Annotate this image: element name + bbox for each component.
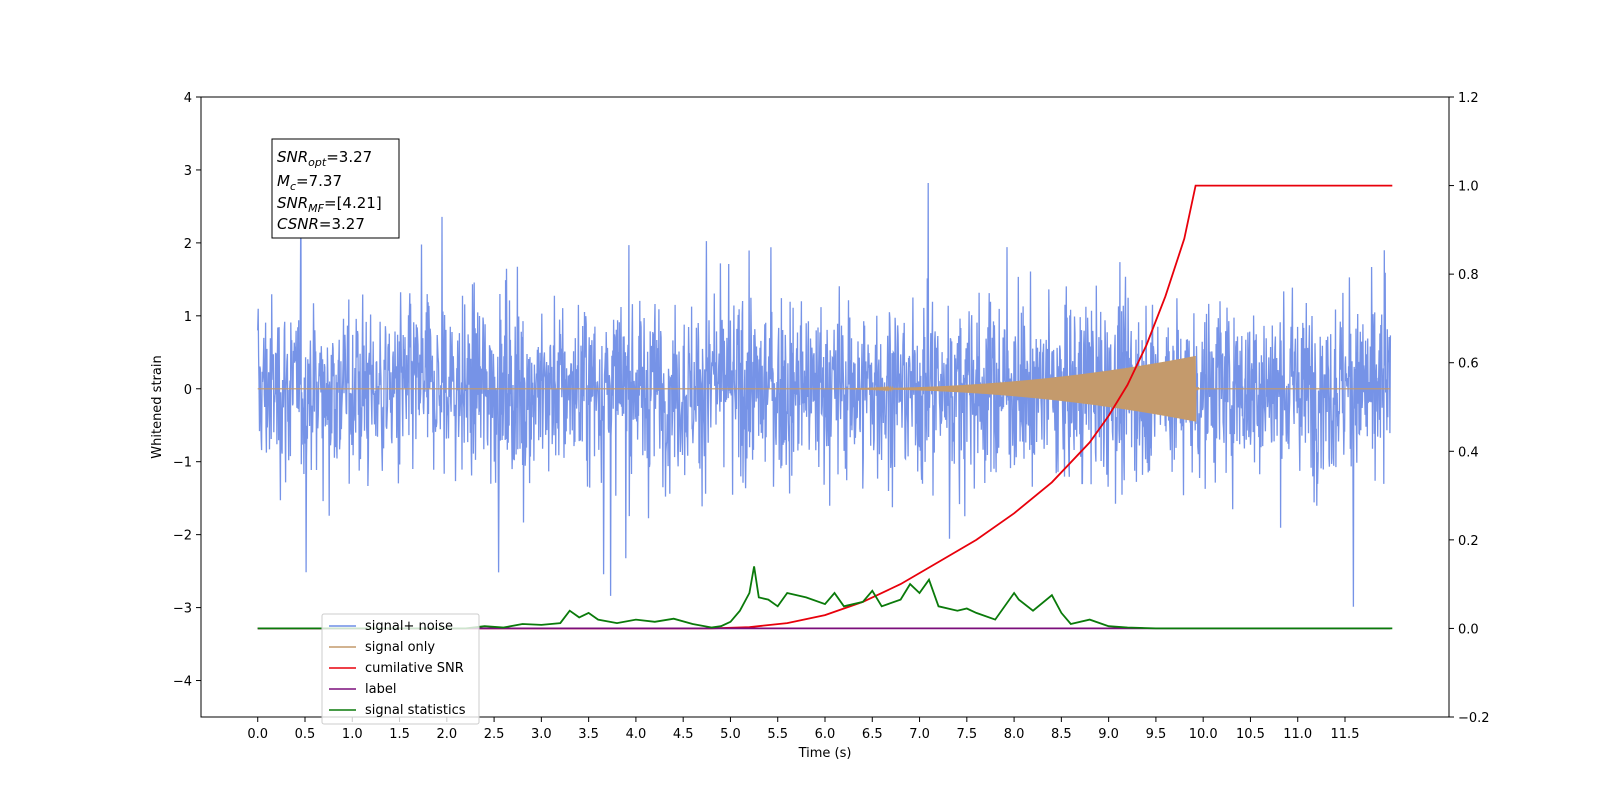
y-axis-label: Whitened strain xyxy=(150,355,165,458)
x-tick-label: 8.0 xyxy=(1004,727,1025,742)
x-tick-label: 1.5 xyxy=(389,727,410,742)
x-tick-label: 10.0 xyxy=(1189,727,1218,742)
x-tick-label: 9.5 xyxy=(1146,727,1167,742)
annotation-mc: Mc=7.37 xyxy=(277,172,342,193)
series-cumilative-snr xyxy=(257,184,1393,630)
x-tick-label: 0.0 xyxy=(247,727,268,742)
x-tick-label: 6.0 xyxy=(815,727,836,742)
x-tick-label: 1.0 xyxy=(342,727,363,742)
legend-item-cumulative-snr: cumilative SNR xyxy=(329,661,464,676)
y2-tick-label: 0.6 xyxy=(1458,357,1479,372)
legend: signal+ noise signal only cumilative SNR… xyxy=(321,613,480,725)
y-tick-label: −1 xyxy=(173,456,192,471)
x-axis: 0.0 0.5 1.0 1.5 2.0 2.5 3.0 3.5 4.0 4.5 5.0 5.5 6.0 6… xyxy=(247,717,1359,742)
y-tick-label: 2 xyxy=(184,237,192,252)
x-tick-label: 5.0 xyxy=(720,727,741,742)
x-tick-label: 11.5 xyxy=(1331,727,1360,742)
x-tick-label: 11.0 xyxy=(1283,727,1312,742)
legend-item-signal-statistics: signal statistics xyxy=(329,703,466,718)
svg-text:signal statistics: signal statistics xyxy=(365,703,466,718)
legend-item-label: label xyxy=(329,682,396,697)
svg-text:cumilative SNR: cumilative SNR xyxy=(365,661,464,676)
x-tick-label: 4.5 xyxy=(673,727,694,742)
y-tick-label: −3 xyxy=(173,602,192,617)
y2-tick-label: 0.0 xyxy=(1458,622,1479,637)
x-tick-label: 3.5 xyxy=(578,727,599,742)
svg-text:signal only: signal only xyxy=(365,640,435,655)
y-axis-left: 4 3 2 1 0 −1 −2 −3 −4 xyxy=(173,91,201,690)
x-tick-label: 4.0 xyxy=(626,727,647,742)
annotation-box: SNRopt=3.27 Mc=7.37 SNRMF=[4.21] CSNR=3.… xyxy=(271,138,400,239)
x-tick-label: 8.5 xyxy=(1051,727,1072,742)
x-tick-label: 2.0 xyxy=(436,727,457,742)
y-axis-right: 1.2 1.0 0.8 0.6 0.4 0.2 0.0 −0.2 xyxy=(1449,91,1490,726)
annotation-snr-mf: SNRMF=[4.21] xyxy=(277,194,382,215)
y2-tick-label: 0.4 xyxy=(1458,445,1479,460)
x-tick-label: 5.5 xyxy=(767,727,788,742)
series-signal-noise xyxy=(257,182,1392,607)
x-tick-label: 7.0 xyxy=(909,727,930,742)
x-axis-label: Time (s) xyxy=(798,746,852,761)
y2-tick-label: 1.0 xyxy=(1458,180,1479,195)
y-tick-label: 4 xyxy=(184,91,192,106)
annotation-snr-opt: SNRopt=3.27 xyxy=(277,148,372,169)
svg-text:signal+ noise: signal+ noise xyxy=(365,619,453,634)
x-tick-label: 7.5 xyxy=(956,727,977,742)
x-tick-label: 9.0 xyxy=(1098,727,1119,742)
y-tick-label: 0 xyxy=(184,383,192,398)
y-tick-label: −2 xyxy=(173,529,192,544)
y2-tick-label: −0.2 xyxy=(1458,711,1490,726)
legend-item-signal-only: signal only xyxy=(329,640,435,655)
y2-tick-label: 1.2 xyxy=(1458,91,1479,106)
y2-tick-label: 0.8 xyxy=(1458,268,1479,283)
y-tick-label: −4 xyxy=(173,675,192,690)
y-tick-label: 3 xyxy=(184,164,192,179)
x-tick-label: 0.5 xyxy=(295,727,316,742)
legend-item-signal-noise: signal+ noise xyxy=(329,619,453,634)
x-tick-label: 10.5 xyxy=(1236,727,1265,742)
plot-area xyxy=(257,182,1393,630)
y2-tick-label: 0.2 xyxy=(1458,534,1479,549)
series-signal-only xyxy=(257,355,1391,422)
x-tick-label: 6.5 xyxy=(862,727,883,742)
x-tick-label: 3.0 xyxy=(531,727,552,742)
y-tick-label: 1 xyxy=(184,310,192,325)
svg-text:label: label xyxy=(365,682,396,697)
x-tick-label: 2.5 xyxy=(484,727,505,742)
annotation-csnr: CSNR=3.27 xyxy=(277,215,365,233)
series-signal-statistics xyxy=(257,566,1393,630)
